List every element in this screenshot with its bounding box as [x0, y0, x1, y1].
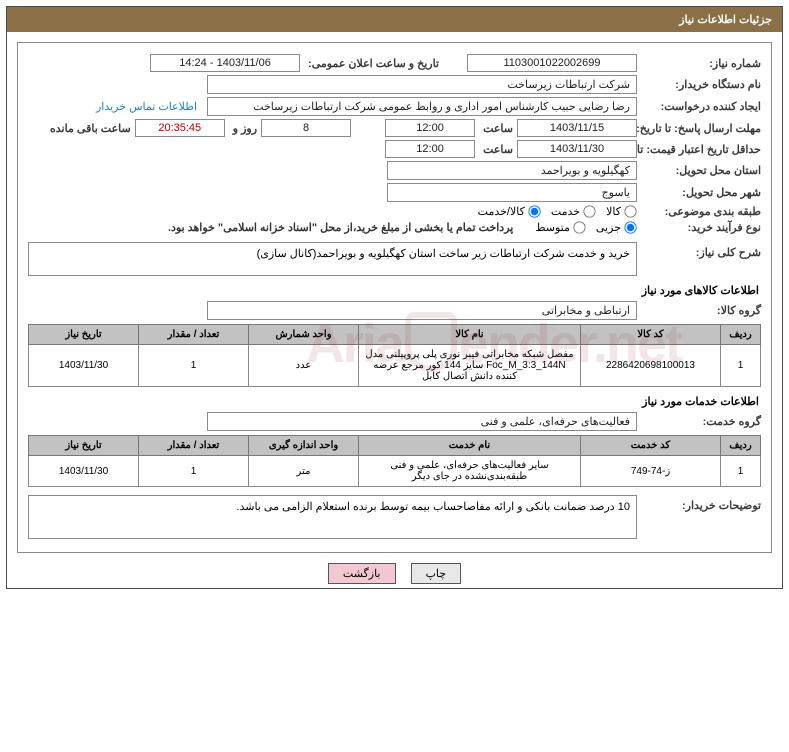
value-service-group: فعالیت‌های حرفه‌ای، علمی و فنی	[207, 412, 637, 431]
label-buyer-org: نام دستگاه خریدار:	[641, 78, 761, 91]
label-announce-dt: تاریخ و ساعت اعلان عمومی:	[304, 57, 439, 70]
label-validity: حداقل تاریخ اعتبار قیمت: تا تاریخ:	[641, 143, 761, 156]
table-row: 1 2286420698100013 مفصل شبکه مخابراتی فی…	[29, 345, 761, 387]
value-buyer-remarks: 10 درصد ضمانت بانکی و ارائه مفاصاحساب بی…	[28, 495, 637, 539]
buyer-contact-link[interactable]: اطلاعات تماس خریدار	[96, 100, 197, 113]
purchase-radio-group: جزیی متوسط	[535, 221, 637, 234]
radio-medium-label: متوسط	[535, 221, 570, 234]
goods-info-title: اطلاعات کالاهای مورد نیاز	[30, 284, 759, 297]
goods-cell-code: 2286420698100013	[581, 345, 721, 387]
print-button[interactable]: چاپ	[411, 563, 462, 584]
svc-cell-qty: 1	[139, 456, 249, 487]
svc-th-code: کد خدمت	[581, 436, 721, 456]
need-details-panel: جزئیات اطلاعات نیاز Ariaender.net شماره …	[6, 6, 783, 589]
goods-cell-date: 1403/11/30	[29, 345, 139, 387]
category-radio-group: کالا خدمت کالا/خدمت	[478, 205, 637, 218]
value-province: کهگیلویه و بویراحمد	[387, 161, 637, 180]
svc-th-unit: واحد اندازه گیری	[249, 436, 359, 456]
panel-title: جزئیات اطلاعات نیاز	[7, 7, 782, 32]
value-validity-time: 12:00	[385, 140, 475, 158]
button-bar: چاپ بازگشت	[7, 563, 782, 584]
goods-th-qty: تعداد / مقدار	[139, 325, 249, 345]
table-row: 1 ز-74-749 سایر فعالیت‌های حرفه‌ای، علمی…	[29, 456, 761, 487]
goods-th-date: تاریخ نیاز	[29, 325, 139, 345]
label-need-no: شماره نیاز:	[641, 57, 761, 70]
label-remaining: ساعت باقی مانده	[46, 122, 131, 135]
value-deadline-time: 12:00	[385, 119, 475, 137]
value-general-desc: خرید و خدمت شرکت ارتباطات زیر ساخت استان…	[28, 242, 637, 276]
label-buyer-remarks: توضیحات خریدار:	[641, 495, 761, 512]
radio-goods[interactable]: کالا	[606, 205, 637, 218]
goods-th-row: ردیف	[721, 325, 761, 345]
svc-th-date: تاریخ نیاز	[29, 436, 139, 456]
label-general-desc: شرح کلی نیاز:	[641, 242, 761, 259]
radio-service-label: خدمت	[551, 205, 580, 218]
label-purchase-type: نوع فرآیند خرید:	[641, 221, 761, 234]
svc-th-row: ردیف	[721, 436, 761, 456]
value-need-no: 1103001022002699	[467, 54, 637, 72]
goods-th-name: نام کالا	[359, 325, 581, 345]
svc-th-qty: تعداد / مقدار	[139, 436, 249, 456]
radio-service[interactable]: خدمت	[551, 205, 596, 218]
radio-both-label: کالا/خدمت	[478, 205, 525, 218]
svc-cell-date: 1403/11/30	[29, 456, 139, 487]
back-button[interactable]: بازگشت	[328, 563, 396, 584]
label-service-group: گروه خدمت:	[641, 415, 761, 428]
svc-cell-name: سایر فعالیت‌های حرفه‌ای، علمی و فنی طبقه…	[359, 456, 581, 487]
radio-goods-label: کالا	[606, 205, 621, 218]
label-category-type: طبقه بندی موضوعی:	[641, 205, 761, 218]
label-city: شهر محل تحویل:	[641, 186, 761, 199]
radio-both[interactable]: کالا/خدمت	[478, 205, 541, 218]
label-deadline: مهلت ارسال پاسخ: تا تاریخ:	[641, 122, 761, 135]
label-requester: ایجاد کننده درخواست:	[641, 100, 761, 113]
label-province: استان محل تحویل:	[641, 164, 761, 177]
radio-partial-label: جزیی	[596, 221, 621, 234]
value-city: یاسوج	[387, 183, 637, 202]
goods-table: ردیف کد کالا نام کالا واحد شمارش تعداد /…	[28, 324, 761, 387]
value-validity-date: 1403/11/30	[517, 140, 637, 158]
goods-cell-unit: عدد	[249, 345, 359, 387]
svc-cell-unit: متر	[249, 456, 359, 487]
services-info-title: اطلاعات خدمات مورد نیاز	[30, 395, 759, 408]
svc-th-name: نام خدمت	[359, 436, 581, 456]
services-table: ردیف کد خدمت نام خدمت واحد اندازه گیری ت…	[28, 435, 761, 487]
label-goods-group: گروه کالا:	[641, 304, 761, 317]
value-time-left: 20:35:45	[135, 119, 225, 137]
value-deadline-date: 1403/11/15	[517, 119, 637, 137]
payment-note: پرداخت تمام یا بخشی از مبلغ خرید،از محل …	[28, 221, 513, 234]
value-requester: رضا رضایی حبیب کارشناس امور اداری و رواب…	[207, 97, 637, 116]
goods-cell-qty: 1	[139, 345, 249, 387]
value-goods-group: ارتباطی و مخابراتی	[207, 301, 637, 320]
value-buyer-org: شرکت ارتباطات زیرساخت	[207, 75, 637, 94]
svc-cell-code: ز-74-749	[581, 456, 721, 487]
goods-cell-row: 1	[721, 345, 761, 387]
label-time-1: ساعت	[479, 122, 513, 135]
radio-medium[interactable]: متوسط	[535, 221, 586, 234]
radio-partial[interactable]: جزیی	[596, 221, 637, 234]
goods-th-unit: واحد شمارش	[249, 325, 359, 345]
panel-body: Ariaender.net شماره نیاز: 11030010220026…	[17, 42, 772, 553]
label-time-2: ساعت	[479, 143, 513, 156]
svc-cell-row: 1	[721, 456, 761, 487]
value-days-left: 8	[261, 119, 351, 137]
goods-cell-name: مفصل شبکه مخابراتی فیبر نوری پلی پروپیلن…	[359, 345, 581, 387]
label-days-word: روز و	[229, 122, 257, 135]
goods-th-code: کد کالا	[581, 325, 721, 345]
value-announce-dt: 1403/11/06 - 14:24	[150, 54, 300, 72]
